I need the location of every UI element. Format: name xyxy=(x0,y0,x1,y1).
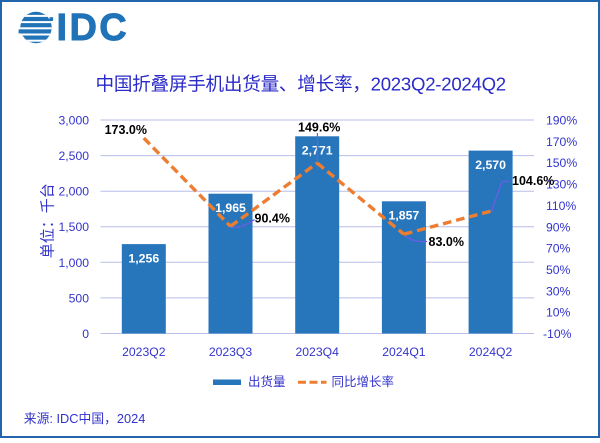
svg-text:30%: 30% xyxy=(546,284,571,298)
svg-text:150%: 150% xyxy=(546,156,577,170)
svg-text:单位：千台: 单位：千台 xyxy=(39,183,56,258)
svg-text:2023Q4: 2023Q4 xyxy=(296,345,340,359)
svg-text:IDC: IDC xyxy=(57,7,130,49)
svg-text:出货量: 出货量 xyxy=(248,374,286,389)
svg-text:1,857: 1,857 xyxy=(389,209,420,223)
svg-text:0: 0 xyxy=(82,327,89,341)
svg-text:2024Q1: 2024Q1 xyxy=(382,345,426,359)
svg-text:3,000: 3,000 xyxy=(59,114,90,128)
svg-text:104.6%: 104.6% xyxy=(512,174,554,188)
svg-text:90.4%: 90.4% xyxy=(255,212,290,226)
svg-text:170%: 170% xyxy=(546,135,577,149)
svg-text:2023Q3: 2023Q3 xyxy=(209,345,253,359)
svg-text:1,000: 1,000 xyxy=(59,256,90,270)
svg-text:1,965: 1,965 xyxy=(215,201,246,215)
svg-text:中国折叠屏手机出货量、增长率，2023Q2-2024Q2: 中国折叠屏手机出货量、增长率，2023Q2-2024Q2 xyxy=(95,74,505,95)
svg-text:1,256: 1,256 xyxy=(128,252,159,266)
svg-text:2,000: 2,000 xyxy=(59,185,90,199)
svg-text:来源: IDC中国，2024: 来源: IDC中国，2024 xyxy=(24,411,146,426)
svg-text:83.0%: 83.0% xyxy=(429,235,464,249)
svg-text:同比增长率: 同比增长率 xyxy=(332,374,395,389)
svg-text:70%: 70% xyxy=(546,242,571,256)
svg-text:50%: 50% xyxy=(546,263,571,277)
svg-text:500: 500 xyxy=(69,291,90,305)
svg-text:190%: 190% xyxy=(546,114,577,128)
svg-text:90%: 90% xyxy=(546,220,571,234)
svg-text:173.0%: 173.0% xyxy=(105,123,147,137)
svg-text:-10%: -10% xyxy=(543,327,572,341)
svg-text:2,500: 2,500 xyxy=(59,149,90,163)
svg-text:10%: 10% xyxy=(546,306,571,320)
svg-text:2023Q2: 2023Q2 xyxy=(122,345,166,359)
svg-text:2,570: 2,570 xyxy=(475,158,506,172)
svg-text:1,500: 1,500 xyxy=(59,220,90,234)
svg-text:110%: 110% xyxy=(546,199,576,213)
svg-text:130%: 130% xyxy=(546,178,577,192)
svg-text:149.6%: 149.6% xyxy=(298,121,340,135)
svg-text:2024Q2: 2024Q2 xyxy=(469,345,513,359)
